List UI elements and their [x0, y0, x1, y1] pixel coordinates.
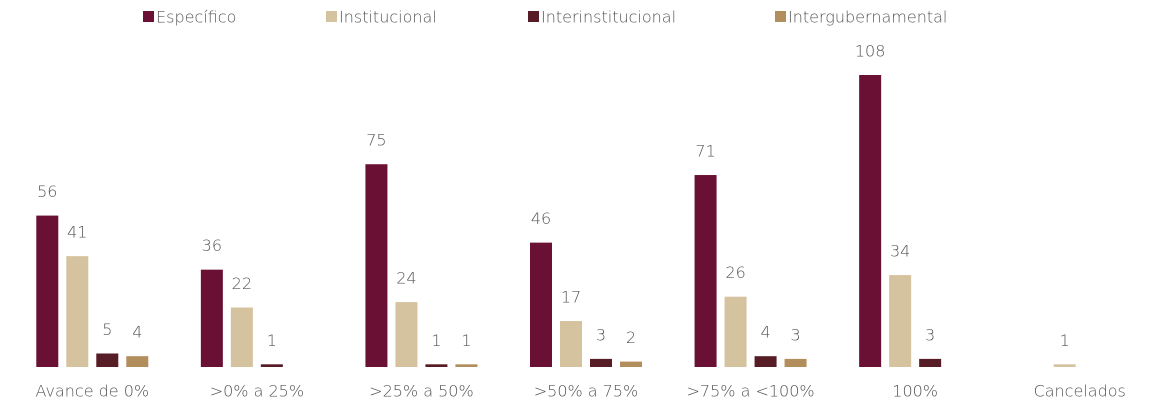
- value-label: 2: [626, 328, 636, 347]
- bar: [694, 175, 717, 367]
- value-label: 56: [37, 182, 57, 201]
- value-label: 71: [695, 142, 715, 161]
- x-tick-label: >0% a 25%: [210, 382, 304, 401]
- bar: [126, 356, 149, 367]
- legend-label: Institucional: [339, 8, 437, 27]
- legend-swatch: [528, 11, 539, 22]
- bar: [1053, 364, 1076, 367]
- bar: [66, 256, 89, 367]
- bar: [530, 242, 552, 367]
- bar: [260, 364, 283, 367]
- value-label: 36: [202, 236, 222, 255]
- legend-label: Intergubernamental: [788, 8, 947, 27]
- value-label: 46: [531, 209, 551, 228]
- bar: [200, 269, 223, 367]
- value-label: 75: [366, 131, 386, 150]
- value-label: 22: [232, 274, 252, 293]
- legend-label: Específico: [156, 8, 236, 27]
- value-label: 4: [132, 323, 142, 342]
- value-label: 1: [1060, 331, 1070, 350]
- bar: [36, 215, 59, 367]
- bar: [425, 364, 448, 367]
- legend-swatch: [775, 11, 786, 22]
- value-label: 4: [760, 323, 770, 342]
- bar: [560, 321, 582, 367]
- value-label: 3: [596, 325, 606, 344]
- x-tick-label: >50% a 75%: [534, 382, 639, 401]
- x-tick-label: 100%: [892, 382, 938, 401]
- legend-label: Interinstitucional: [541, 8, 676, 27]
- bar: [859, 75, 882, 367]
- legend-swatch: [326, 11, 337, 22]
- bar: [919, 358, 942, 367]
- bar: [395, 302, 418, 367]
- value-label: 1: [431, 331, 441, 350]
- x-tick-label: >25% a 50%: [369, 382, 474, 401]
- bar: [96, 353, 119, 367]
- legend-swatch: [143, 11, 154, 22]
- value-label: 41: [67, 223, 87, 242]
- bar: [754, 356, 777, 367]
- bar: [365, 164, 388, 367]
- x-tick-label: >75% a <100%: [687, 382, 815, 401]
- bar: [724, 296, 747, 367]
- bar: [784, 358, 807, 367]
- bar: [230, 307, 253, 367]
- value-label: 26: [725, 263, 745, 282]
- x-tick-label: Avance de 0%: [35, 382, 149, 401]
- value-label: 3: [925, 325, 935, 344]
- value-label: 108: [855, 42, 886, 61]
- bar: [455, 364, 478, 367]
- x-tick-label: Cancelados: [1034, 382, 1126, 401]
- value-label: 3: [790, 325, 800, 344]
- value-label: 5: [102, 320, 112, 339]
- bar: [590, 358, 612, 367]
- value-label: 24: [396, 269, 416, 288]
- bar: [889, 275, 912, 367]
- value-label: 1: [267, 331, 277, 350]
- value-label: 34: [890, 242, 910, 261]
- bar: [620, 361, 642, 367]
- value-label: 1: [461, 331, 471, 350]
- value-label: 17: [561, 288, 581, 307]
